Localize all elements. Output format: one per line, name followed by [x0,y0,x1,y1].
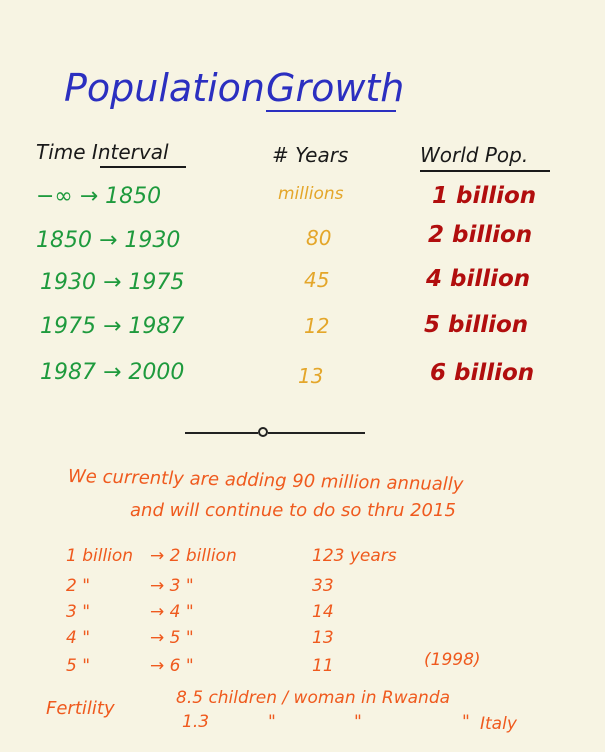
note-line-2: and will continue to do so thru 2015 [130,500,456,521]
table-row: 1987 → 2000 13 6 billion [0,360,605,400]
step-from: 3 " [66,602,91,622]
years-cell: 80 [306,226,332,250]
step-extra-year: (1998) [424,650,481,670]
step-years: 33 [312,576,334,596]
step-from: 2 " [66,576,91,596]
interval-cell: −∞ → 1850 [36,184,162,209]
header-pop-underline [420,170,550,172]
population-cell: 2 billion [428,222,533,248]
step-to: → 2 billion [150,546,237,566]
step-from: 4 " [66,628,91,648]
step-from: 5 " [66,656,91,676]
table-row: 1930 → 1975 45 4 billion [0,266,605,308]
title-growth: Growth [266,66,405,110]
interval-cell: 1930 → 1975 [40,270,185,295]
note-line-1: We currently are adding 90 million annua… [67,466,464,496]
fertility-label: Fertility [46,698,115,719]
step-years: 123 years [312,546,397,566]
years-cell: 12 [304,314,330,338]
step-years: 11 [312,656,334,676]
years-cell: millions [278,184,344,204]
title-underline [266,110,396,112]
step-to: → 5 " [150,628,194,648]
header-time-interval: Time Interval [36,140,169,164]
step-from: 1 billion [66,546,134,566]
table-row: 1975 → 1987 12 5 billion [0,312,605,354]
fertility-line-2-country: Italy [480,714,517,734]
step-to: → 3 " [150,576,194,596]
fertility-ditto: " [462,712,470,732]
step-to: → 6 " [150,656,194,676]
population-cell: 6 billion [430,360,535,386]
title-population: Population [64,66,266,110]
header-years: # Years [272,143,349,167]
section-divider [185,426,365,440]
step-years: 13 [312,628,334,648]
step-years: 14 [312,602,334,622]
years-cell: 45 [304,268,330,292]
population-cell: 1 billion [432,183,537,209]
step-to: → 4 " [150,602,194,622]
divider-line-right [268,432,365,434]
years-cell: 13 [298,364,324,388]
population-cell: 5 billion [424,312,529,338]
header-world-pop: World Pop. [420,143,529,167]
fertility-line-1: 8.5 children / woman in Rwanda [176,688,451,708]
population-cell: 4 billion [426,266,531,292]
fertility-ditto: " [268,712,276,732]
header-interval-underline [100,166,186,168]
divider-line-left [185,432,258,434]
fertility-ditto: " [354,712,362,732]
divider-ring [258,427,268,437]
table-row: −∞ → 1850 millions 1 billion [0,182,605,222]
interval-cell: 1850 → 1930 [36,228,181,253]
fertility-line-2-value: 1.3 [182,712,210,732]
table-row: 1850 → 1930 80 2 billion [0,222,605,264]
interval-cell: 1987 → 2000 [40,360,185,385]
interval-cell: 1975 → 1987 [40,314,185,339]
